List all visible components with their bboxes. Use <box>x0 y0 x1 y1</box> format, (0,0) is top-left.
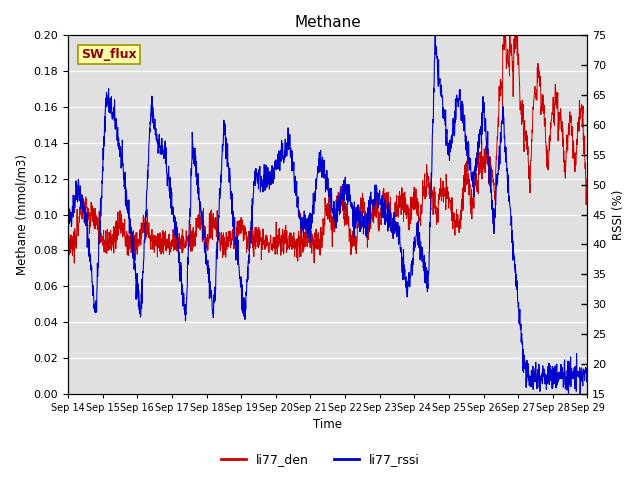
Y-axis label: RSSI (%): RSSI (%) <box>612 190 625 240</box>
Legend: li77_den, li77_rssi: li77_den, li77_rssi <box>216 448 424 471</box>
X-axis label: Time: Time <box>313 419 342 432</box>
Text: SW_flux: SW_flux <box>81 48 136 61</box>
Y-axis label: Methane (mmol/m3): Methane (mmol/m3) <box>15 154 28 275</box>
Title: Methane: Methane <box>294 15 361 30</box>
